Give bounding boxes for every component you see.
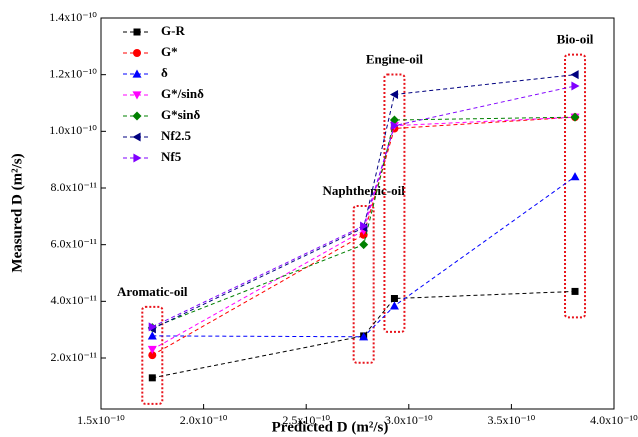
annotation: Aromatic-oil [117, 284, 188, 299]
x-tick-label: 2.0x10⁻¹⁰ [180, 413, 228, 427]
marker [359, 332, 369, 341]
marker [148, 322, 157, 332]
marker [148, 351, 157, 360]
legend-label: δ [161, 65, 168, 80]
annotation-box [383, 73, 406, 333]
annotation: Naphthenic-oil [322, 183, 405, 198]
marker [389, 90, 399, 99]
marker [570, 172, 580, 181]
marker [133, 28, 141, 36]
legend-label: G-R [161, 23, 185, 38]
marker [133, 153, 142, 163]
x-tick-label: 4.0x10⁻¹⁰ [590, 413, 638, 427]
x-tick-label: 3.0x10⁻¹⁰ [385, 413, 433, 427]
marker [132, 132, 141, 142]
marker [148, 374, 156, 382]
marker [132, 91, 142, 100]
marker [360, 221, 369, 231]
legend-label: G*sinδ [161, 107, 201, 122]
series-line [152, 116, 576, 356]
x-tick-label: 2.5x10⁻¹⁰ [282, 413, 330, 427]
legend-label: G* [161, 44, 178, 59]
y-tick-label: 1.2x10⁻¹⁰ [49, 66, 97, 80]
marker [133, 49, 141, 57]
annotation-box [352, 204, 375, 364]
x-axis-label: Predicted D (m²/s) [272, 419, 389, 435]
marker [132, 69, 142, 78]
marker [147, 345, 157, 354]
series-line [152, 116, 576, 350]
marker [132, 111, 142, 121]
legend-label: Nf5 [161, 149, 182, 164]
x-tick-label: 3.5x10⁻¹⁰ [488, 413, 536, 427]
y-tick-label: 4.0x10⁻¹¹ [50, 293, 97, 307]
plot-frame [100, 17, 615, 410]
y-tick-label: 1.4x10⁻¹⁰ [49, 10, 97, 24]
annotation-box [564, 53, 587, 319]
marker [570, 112, 580, 122]
marker [571, 287, 579, 295]
series-line [152, 290, 576, 379]
annotation: Engine-oil [366, 51, 423, 66]
series-line [152, 176, 576, 338]
marker [147, 331, 157, 340]
annotation-box [141, 305, 164, 405]
x-tick-label: 1.5x10⁻¹⁰ [77, 413, 125, 427]
marker [389, 301, 399, 310]
marker [390, 295, 398, 302]
y-tick-label: 6.0x10⁻¹¹ [50, 236, 97, 250]
marker [570, 70, 579, 80]
marker [359, 240, 369, 250]
legend-label: G*/sinδ [161, 86, 204, 101]
legend-label: Nf2.5 [161, 128, 191, 143]
marker [571, 81, 580, 91]
series-line [152, 74, 576, 330]
marker [390, 121, 399, 131]
y-axis-label: Measured D (m²/s) [9, 153, 25, 272]
y-tick-label: 8.0x10⁻¹¹ [50, 180, 97, 194]
series-line [152, 116, 576, 329]
y-tick-label: 1.0x10⁻¹⁰ [49, 123, 97, 137]
series-line [152, 85, 576, 328]
annotation: Bio-oil [557, 32, 594, 47]
y-tick-label: 2.0x10⁻¹¹ [50, 350, 97, 364]
